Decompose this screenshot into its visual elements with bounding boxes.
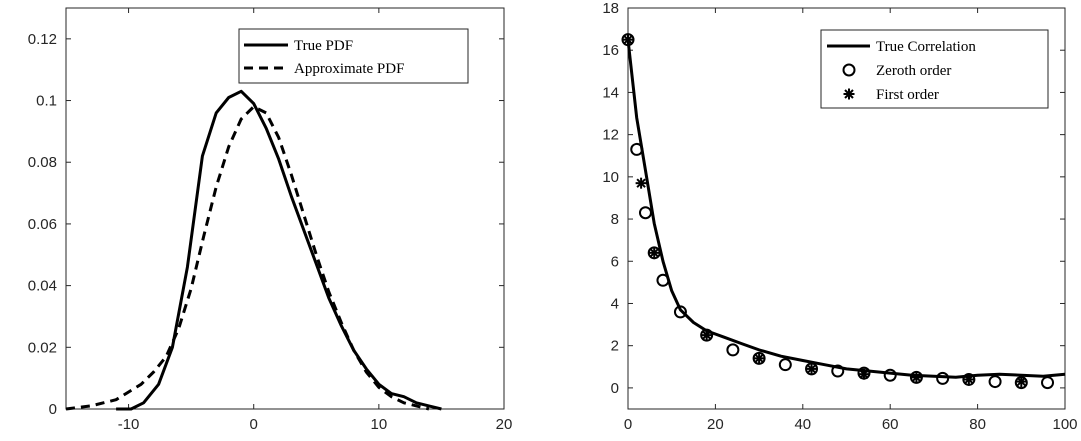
right-y-tick-label: 10 (602, 169, 619, 186)
legend-marker-zeroth-order (842, 63, 856, 77)
right-y-tick-label: 18 (602, 0, 619, 17)
point-first-order (753, 352, 765, 364)
point-first-order (622, 34, 634, 46)
right-legend: True Correlation Zeroth order First orde… (820, 29, 1049, 109)
left-x-tick-label: -10 (118, 416, 140, 433)
left-y-tick-label: 0 (49, 401, 57, 418)
point-first-order (963, 373, 975, 385)
left-y-tick-label: 0.1 (36, 93, 57, 110)
left-y-ticks: 0 0.02 0.04 0.06 0.08 0.1 0.12 (28, 31, 504, 418)
right-y-tick-label: 0 (611, 380, 619, 397)
left-x-tick-label: 20 (496, 416, 513, 433)
right-y-tick-label: 6 (611, 253, 619, 270)
right-legend-box (820, 29, 1049, 109)
left-y-tick-label: 0.04 (28, 278, 57, 295)
left-chart-panel: -10 0 10 20 0 0.02 0.04 0.06 0.08 0.1 0.12 True P… (28, 7, 513, 433)
point-zeroth-order (988, 375, 1002, 389)
left-series-lines (65, 89, 442, 411)
right-y-tick-label: 4 (611, 295, 619, 312)
point-zeroth-order (656, 273, 670, 287)
left-x-tick-label: 0 (250, 416, 258, 433)
right-y-tick-label: 8 (611, 211, 619, 228)
point-first-order (858, 368, 870, 380)
point-first-order (806, 363, 818, 375)
right-x-tick-label: 100 (1052, 416, 1077, 433)
point-first-order (648, 247, 660, 259)
point-zeroth-order (630, 142, 644, 156)
legend-label-true-correlation: True Correlation (876, 39, 976, 55)
point-first-order (635, 177, 647, 189)
left-plot-frame (65, 7, 505, 410)
left-y-tick-label: 0.02 (28, 339, 57, 356)
right-chart-panel: 0 20 40 60 80 100 0 2 4 6 8 10 12 14 16 18 True Correl… (602, 0, 1077, 433)
left-x-ticks: -10 0 10 20 (118, 8, 513, 433)
left-legend: True PDF Approximate PDF (238, 28, 469, 84)
series-line-approximate-pdf (65, 105, 430, 411)
legend-marker-first-order (843, 88, 855, 100)
right-y-ticks: 0 2 4 6 8 10 12 14 16 18 (602, 0, 1065, 397)
point-zeroth-order (936, 371, 950, 385)
right-x-tick-label: 20 (707, 416, 724, 433)
right-x-tick-label: 0 (624, 416, 632, 433)
right-y-tick-label: 12 (602, 127, 619, 144)
right-plot-frame (627, 7, 1066, 410)
point-zeroth-order (831, 364, 845, 378)
left-legend-box (238, 28, 469, 84)
legend-label-zeroth-order: Zeroth order (876, 63, 951, 79)
right-y-tick-label: 14 (602, 84, 619, 101)
right-x-tick-label: 40 (794, 416, 811, 433)
left-y-tick-label: 0.12 (28, 31, 57, 48)
point-zeroth-order (1041, 376, 1055, 390)
right-x-ticks: 0 20 40 60 80 100 (624, 8, 1078, 433)
legend-label-first-order: First order (876, 87, 939, 103)
right-y-tick-label: 16 (602, 42, 619, 59)
right-x-tick-label: 60 (882, 416, 899, 433)
point-first-order (701, 329, 713, 341)
right-y-tick-label: 2 (611, 338, 619, 355)
point-zeroth-order (778, 358, 792, 372)
left-x-tick-label: 10 (371, 416, 388, 433)
left-y-tick-label: 0.08 (28, 154, 57, 171)
legend-label-true-pdf: True PDF (294, 38, 353, 54)
legend-label-approx-pdf: Approximate PDF (294, 61, 404, 77)
point-zeroth-order (673, 305, 687, 319)
right-series-marks (621, 33, 1066, 390)
point-zeroth-order (638, 206, 652, 220)
point-first-order (1015, 376, 1027, 388)
point-zeroth-order (883, 368, 897, 382)
point-first-order (910, 371, 922, 383)
left-y-tick-label: 0.06 (28, 216, 57, 233)
right-x-tick-label: 80 (969, 416, 986, 433)
point-zeroth-order (726, 343, 740, 357)
